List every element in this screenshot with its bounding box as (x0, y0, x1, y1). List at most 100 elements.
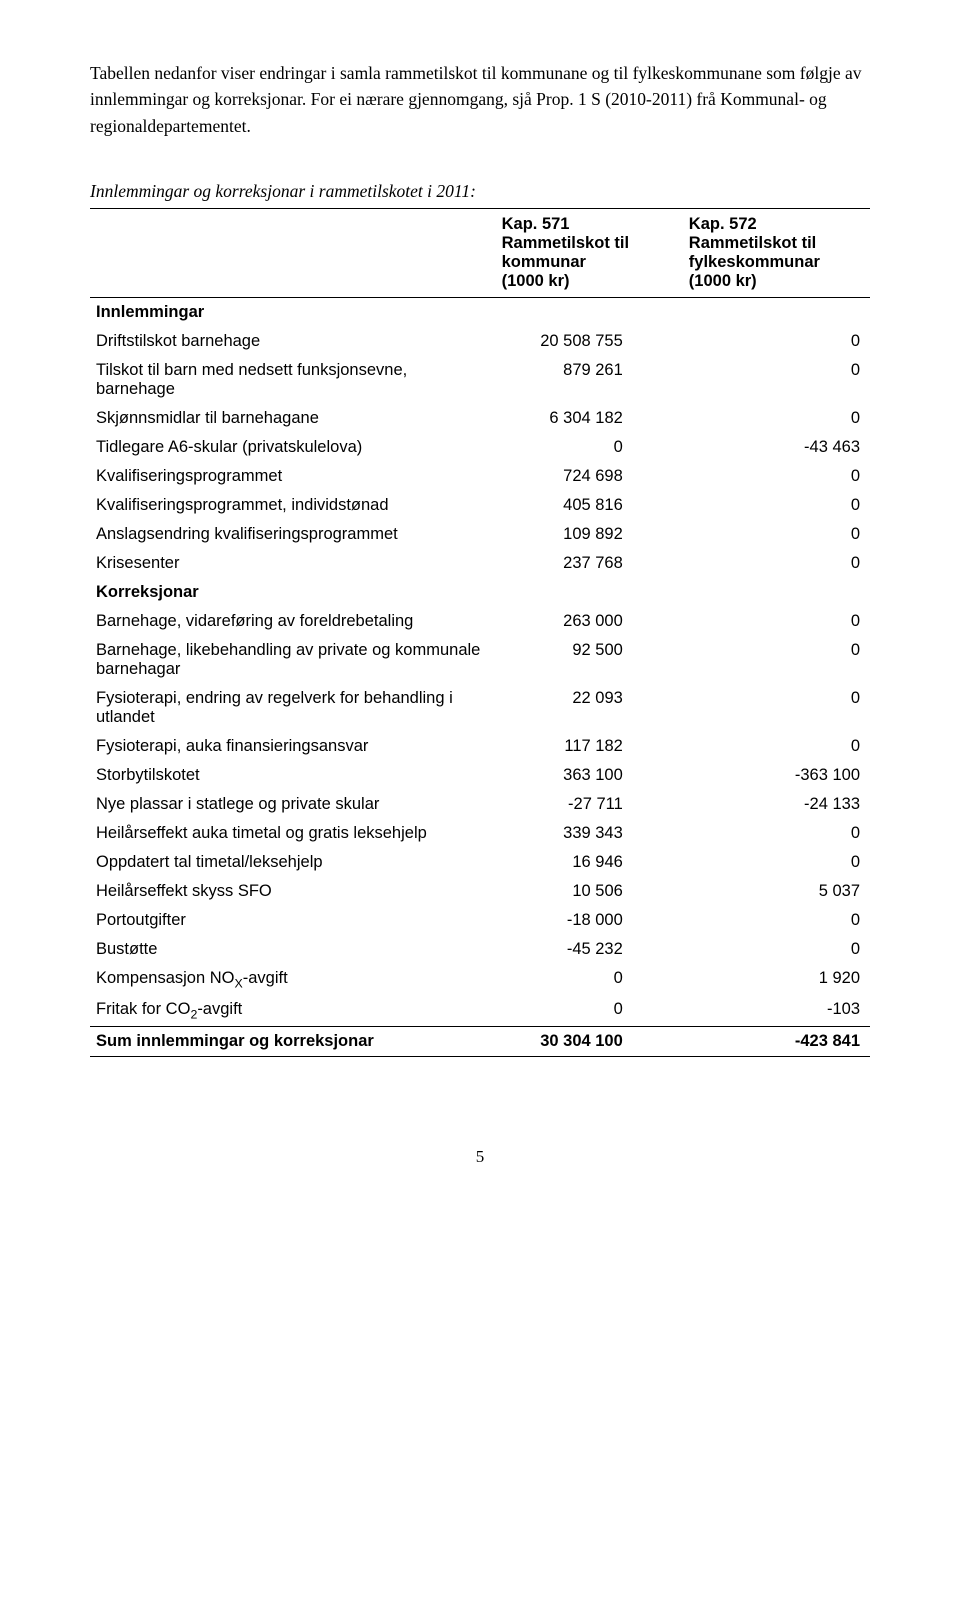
row-c1: 22 093 (496, 684, 683, 732)
row-c1: 16 946 (496, 848, 683, 877)
table-row: Kompensasjon NOX-avgift01 920 (90, 964, 870, 995)
table-header-empty (90, 208, 496, 297)
row-c1: 363 100 (496, 761, 683, 790)
row-c2: 0 (683, 684, 870, 732)
sum-row: Sum innlemmingar og korreksjonar 30 304 … (90, 1027, 870, 1057)
row-c1: 20 508 755 (496, 327, 683, 356)
row-c1: 117 182 (496, 732, 683, 761)
row-c2: 0 (683, 906, 870, 935)
row-label: Tilskot til barn med nedsett funksjonsev… (90, 356, 496, 404)
table-row: Tilskot til barn med nedsett funksjonsev… (90, 356, 870, 404)
page-number: 5 (90, 1147, 870, 1167)
table-row: Tidlegare A6-skular (privatskulelova)0-4… (90, 433, 870, 462)
table-row: Nye plassar i statlege og private skular… (90, 790, 870, 819)
row-c2: 0 (683, 462, 870, 491)
row-c1: 879 261 (496, 356, 683, 404)
row-c1: -45 232 (496, 935, 683, 964)
table-row: Fritak for CO2-avgift0-103 (90, 995, 870, 1027)
table-row: Fysioterapi, auka finansieringsansvar117… (90, 732, 870, 761)
row-label: Driftstilskot barnehage (90, 327, 496, 356)
table-row: Driftstilskot barnehage20 508 7550 (90, 327, 870, 356)
table-header-col1: Kap. 571 Rammetilskot til kommunar (1000… (496, 208, 683, 297)
row-c1: 263 000 (496, 607, 683, 636)
row-c2: 0 (683, 491, 870, 520)
row-c1: 10 506 (496, 877, 683, 906)
row-c2: 0 (683, 356, 870, 404)
table-header-row: Kap. 571 Rammetilskot til kommunar (1000… (90, 208, 870, 297)
row-label: Barnehage, likebehandling av private og … (90, 636, 496, 684)
row-c1: 724 698 (496, 462, 683, 491)
row-c2: -43 463 (683, 433, 870, 462)
row-c2: -103 (683, 995, 870, 1027)
table-row: Oppdatert tal timetal/leksehjelp16 9460 (90, 848, 870, 877)
row-label: Kvalifiseringsprogrammet (90, 462, 496, 491)
row-c2: 5 037 (683, 877, 870, 906)
row-c2: 0 (683, 327, 870, 356)
section-label: Korreksjonar (90, 578, 496, 607)
row-c1: -27 711 (496, 790, 683, 819)
row-c2: -24 133 (683, 790, 870, 819)
row-label: Tidlegare A6-skular (privatskulelova) (90, 433, 496, 462)
table-row: Heilårseffekt skyss SFO10 5065 037 (90, 877, 870, 906)
row-c2: 0 (683, 549, 870, 578)
table-row: Bustøtte-45 2320 (90, 935, 870, 964)
table-row: Kvalifiseringsprogrammet724 6980 (90, 462, 870, 491)
row-c2: 0 (683, 607, 870, 636)
row-c2: 0 (683, 404, 870, 433)
sum-c1: 30 304 100 (496, 1027, 683, 1057)
row-c1: 405 816 (496, 491, 683, 520)
row-c1: 109 892 (496, 520, 683, 549)
sum-label: Sum innlemmingar og korreksjonar (90, 1027, 496, 1057)
table-row: Fysioterapi, endring av regelverk for be… (90, 684, 870, 732)
row-label: Barnehage, vidareføring av foreldrebetal… (90, 607, 496, 636)
row-c1: 339 343 (496, 819, 683, 848)
sum-c2: -423 841 (683, 1027, 870, 1057)
row-label: Bustøtte (90, 935, 496, 964)
row-c1: 0 (496, 995, 683, 1027)
table-row: Barnehage, vidareføring av foreldrebetal… (90, 607, 870, 636)
table-row: Heilårseffekt auka timetal og gratis lek… (90, 819, 870, 848)
row-label: Kompensasjon NOX-avgift (90, 964, 496, 995)
row-label: Fritak for CO2-avgift (90, 995, 496, 1027)
row-c2: 0 (683, 819, 870, 848)
row-c1: 0 (496, 964, 683, 995)
row-label: Nye plassar i statlege og private skular (90, 790, 496, 819)
row-label: Oppdatert tal timetal/leksehjelp (90, 848, 496, 877)
section-label: Innlemmingar (90, 297, 496, 327)
table-header-col2: Kap. 572 Rammetilskot til fylkeskommunar… (683, 208, 870, 297)
row-label: Fysioterapi, endring av regelverk for be… (90, 684, 496, 732)
row-c1: -18 000 (496, 906, 683, 935)
row-label: Kvalifiseringsprogrammet, individstønad (90, 491, 496, 520)
table-row: Portoutgifter-18 0000 (90, 906, 870, 935)
row-c2: 0 (683, 935, 870, 964)
section-innlemmingar: Innlemmingar (90, 297, 870, 327)
row-label: Skjønnsmidlar til barnehagane (90, 404, 496, 433)
table-row: Skjønnsmidlar til barnehagane6 304 1820 (90, 404, 870, 433)
table-row: Krisesenter237 7680 (90, 549, 870, 578)
row-c2: 0 (683, 636, 870, 684)
row-label: Fysioterapi, auka finansieringsansvar (90, 732, 496, 761)
row-c1: 92 500 (496, 636, 683, 684)
row-label: Anslagsendring kvalifiseringsprogrammet (90, 520, 496, 549)
table-row: Anslagsendring kvalifiseringsprogrammet1… (90, 520, 870, 549)
table-row: Storbytilskotet363 100-363 100 (90, 761, 870, 790)
row-label: Portoutgifter (90, 906, 496, 935)
row-label: Heilårseffekt auka timetal og gratis lek… (90, 819, 496, 848)
row-c2: -363 100 (683, 761, 870, 790)
section-korreksjonar: Korreksjonar (90, 578, 870, 607)
corrections-table: Kap. 571 Rammetilskot til kommunar (1000… (90, 208, 870, 1058)
row-c2: 0 (683, 520, 870, 549)
table-row: Kvalifiseringsprogrammet, individstønad4… (90, 491, 870, 520)
row-c2: 0 (683, 848, 870, 877)
row-label: Heilårseffekt skyss SFO (90, 877, 496, 906)
row-c1: 6 304 182 (496, 404, 683, 433)
table-row: Barnehage, likebehandling av private og … (90, 636, 870, 684)
table-title: Innlemmingar og korreksjonar i rammetils… (90, 181, 870, 202)
intro-paragraph: Tabellen nedanfor viser endringar i saml… (90, 60, 870, 139)
row-c2: 1 920 (683, 964, 870, 995)
row-c1: 237 768 (496, 549, 683, 578)
row-c1: 0 (496, 433, 683, 462)
row-label: Storbytilskotet (90, 761, 496, 790)
row-label: Krisesenter (90, 549, 496, 578)
row-c2: 0 (683, 732, 870, 761)
